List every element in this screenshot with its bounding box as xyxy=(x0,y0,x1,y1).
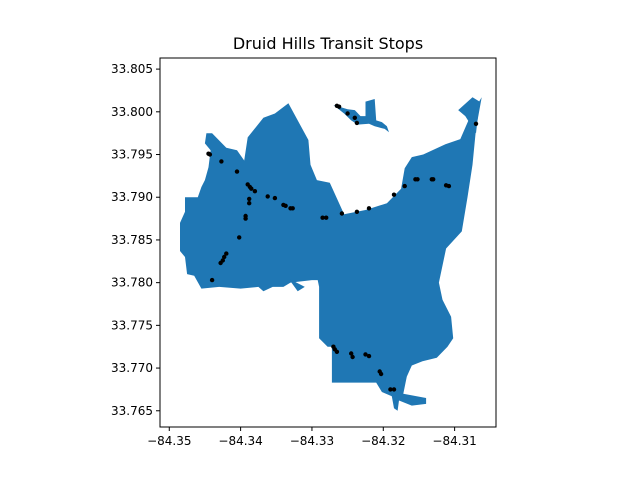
plot-area xyxy=(180,97,482,411)
transit-stop-marker xyxy=(219,159,224,164)
transit-stop-marker xyxy=(209,277,215,283)
x-tick-label: −84.31 xyxy=(432,434,476,448)
transit-stop-marker xyxy=(247,201,252,206)
transit-stop-marker xyxy=(388,387,393,392)
y-tick-label: 33.790 xyxy=(111,190,153,204)
transit-stop-marker xyxy=(320,215,325,220)
y-tick-label: 33.765 xyxy=(111,404,153,418)
transit-stop-marker xyxy=(234,169,240,174)
transit-stop-marker xyxy=(237,235,242,240)
stops-layer xyxy=(206,103,479,392)
y-axis: 33.765 33.770 33.775 33.780 33.785 33.790 33.7… xyxy=(111,62,160,418)
transit-stop-marker xyxy=(218,260,223,266)
transit-stop-marker xyxy=(334,349,340,354)
x-tick-label: −84.33 xyxy=(290,434,334,448)
transit-stop-marker xyxy=(352,115,357,121)
transit-stop-marker xyxy=(366,206,372,211)
transit-stop-marker xyxy=(363,352,368,357)
axes-frame xyxy=(159,57,497,428)
y-tick-label: 33.770 xyxy=(111,361,153,375)
x-tick-label: −84.34 xyxy=(218,434,262,448)
boundary-fragment xyxy=(333,99,389,133)
transit-stop-marker xyxy=(391,192,397,197)
transit-stop-marker xyxy=(272,195,278,201)
transit-stop-marker xyxy=(336,104,342,109)
transit-stop-marker xyxy=(431,177,436,182)
y-tick-label: 33.800 xyxy=(111,105,153,119)
transit-stop-marker xyxy=(324,215,329,220)
y-tick-label: 33.780 xyxy=(111,276,153,290)
transit-stop-marker xyxy=(222,254,227,260)
x-tick-label: −84.35 xyxy=(147,434,191,448)
y-tick-label: 33.795 xyxy=(111,148,153,162)
transit-stop-marker xyxy=(402,183,407,189)
transit-stop-marker xyxy=(349,351,354,356)
boundary-fragment xyxy=(288,278,305,292)
transit-stop-marker xyxy=(391,387,397,392)
chart-title: Druid Hills Transit Stops xyxy=(233,34,423,53)
transit-stop-marker xyxy=(446,183,452,189)
y-tick-label: 33.785 xyxy=(111,233,153,247)
transit-stop-marker xyxy=(243,216,248,221)
transit-stop-marker xyxy=(290,206,295,211)
transit-stop-marker xyxy=(354,120,360,126)
transit-stop-marker xyxy=(265,194,270,199)
transit-stop-marker xyxy=(283,203,288,208)
y-tick-label: 33.775 xyxy=(111,318,153,332)
transit-stop-marker xyxy=(378,371,384,377)
transit-stop-marker xyxy=(339,211,345,216)
druid-hills-boundary xyxy=(180,97,482,411)
transit-stop-marker xyxy=(366,353,372,359)
transit-stop-marker xyxy=(252,189,258,194)
transit-stop-marker xyxy=(345,111,350,116)
x-axis: −84.35 −84.34 −84.33 −84.32 −84.31 xyxy=(147,427,477,448)
transit-stop-marker xyxy=(473,121,479,127)
x-tick-label: −84.32 xyxy=(361,434,405,448)
transit-stop-marker xyxy=(247,196,252,202)
transit-stop-marker xyxy=(354,209,360,214)
transit-stop-marker xyxy=(224,251,229,256)
transit-stop-marker xyxy=(350,354,355,360)
transit-stop-marker xyxy=(415,177,420,182)
transit-stop-marker xyxy=(207,152,213,157)
transit-stop-marker xyxy=(249,186,254,191)
y-tick-label: 33.805 xyxy=(111,62,153,76)
